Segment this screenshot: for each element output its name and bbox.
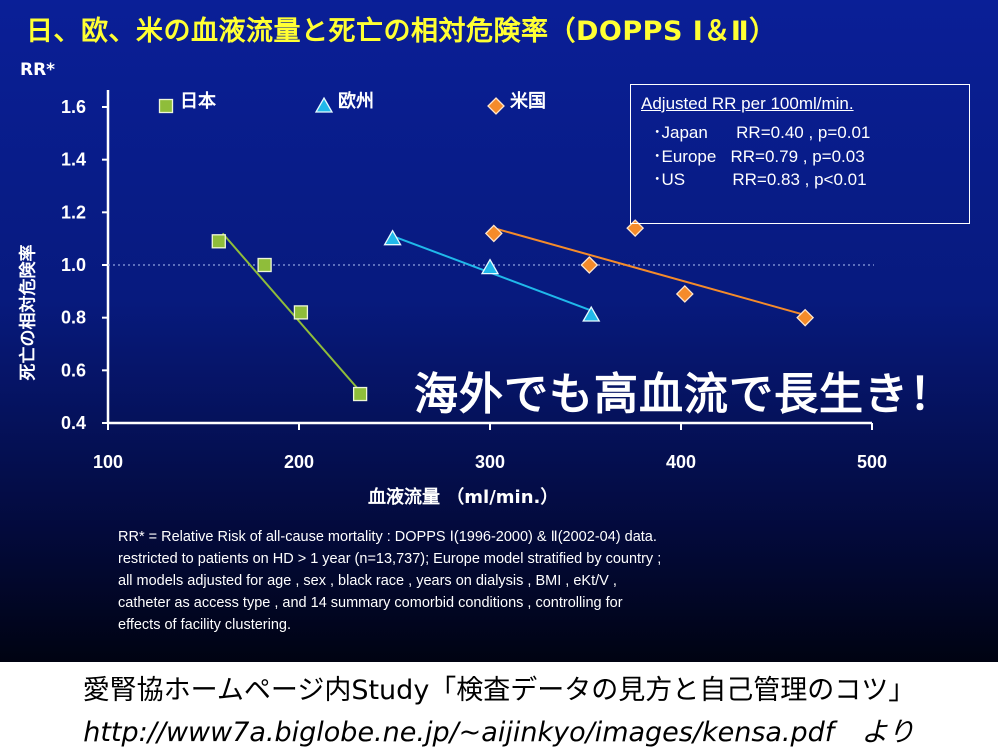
y-axis-title: RR* xyxy=(20,60,56,80)
slide: 日、欧、米の血液流量と死亡の相対危険率（DOPPS Ⅰ＆Ⅱ） 0.4 0.6 0.8… xyxy=(0,0,998,662)
legend-label: 米国 xyxy=(510,90,546,112)
data-point xyxy=(626,219,645,238)
data-point xyxy=(480,258,500,275)
data-point xyxy=(796,308,815,327)
legend-label: 日本 xyxy=(180,90,216,112)
data-point xyxy=(383,229,402,246)
source-title: 愛腎協ホームページ内Study「検査データの見方と自己管理のコツ」 xyxy=(82,675,916,706)
y-tick-label: 1.0 xyxy=(61,255,86,275)
y-tick-label: 1.6 xyxy=(61,97,86,117)
x-axis-label: 血液流量 （ml/min.） xyxy=(368,487,559,508)
footnote-line: RR* = Relative Risk of all-cause mortali… xyxy=(118,529,657,545)
data-point xyxy=(582,305,601,322)
data-point xyxy=(211,234,226,249)
x-tick-label: 100 xyxy=(93,452,123,472)
adjusted-rr-us: ･US RR=0.83 , p<0.01 xyxy=(653,170,867,189)
legend-label: 欧州 xyxy=(338,90,374,112)
data-point xyxy=(257,257,272,273)
trend-line xyxy=(493,227,806,316)
y-tick-label: 1.4 xyxy=(61,150,86,170)
footnote-line: catheter as access type , and 14 summary… xyxy=(118,595,623,611)
legend-marker xyxy=(314,96,334,113)
trend-line xyxy=(221,232,361,393)
annotation-text: 海外でも高血流で長生き！ xyxy=(414,369,954,420)
x-tick-label: 400 xyxy=(666,452,696,472)
data-point xyxy=(293,305,309,320)
x-tick-label: 300 xyxy=(475,452,505,472)
footnote-line: effects of facility clustering. xyxy=(118,617,292,633)
adjusted-rr-header: Adjusted RR per 100ml/min. xyxy=(641,94,854,113)
y-tick-label: 0.8 xyxy=(61,308,86,328)
slide-title: 日、欧、米の血液流量と死亡の相対危険率（DOPPS Ⅰ＆Ⅱ） xyxy=(26,16,777,47)
footnote-line: restricted to patients on HD > 1 year (n… xyxy=(118,551,662,567)
legend-marker xyxy=(158,98,174,114)
adjusted-rr-box: Adjusted RR per 100ml/min. ･Japan RR=0.4… xyxy=(630,84,970,224)
y-axis-label: 死亡の相対危険率 xyxy=(18,244,39,381)
source-url: http://www7a.biglobe.ne.jp/~aijinkyo/ima… xyxy=(83,717,915,748)
legend-marker xyxy=(487,97,505,115)
footnotes: RR* = Relative Risk of all-cause mortali… xyxy=(118,526,661,636)
data-point xyxy=(580,256,599,274)
x-tick-label: 200 xyxy=(284,452,314,472)
data-point xyxy=(352,386,368,402)
y-tick-label: 1.2 xyxy=(61,202,86,222)
y-tick-label: 0.6 xyxy=(61,360,86,380)
data-point xyxy=(675,285,694,303)
y-tick-label: 0.4 xyxy=(61,413,86,433)
footnote-line: all models adjusted for age , sex , blac… xyxy=(118,573,617,589)
data-point xyxy=(484,224,503,243)
chart: 0.4 0.6 0.8 1.0 1.2 1.4 1.6 100 200 300 400 500 日本 欧… xyxy=(61,90,887,472)
x-tick-label: 500 xyxy=(857,452,887,472)
adjusted-rr-japan: ･Japan RR=0.40 , p=0.01 xyxy=(653,123,871,142)
adjusted-rr-europe: ･Europe RR=0.79 , p=0.03 xyxy=(653,147,865,166)
